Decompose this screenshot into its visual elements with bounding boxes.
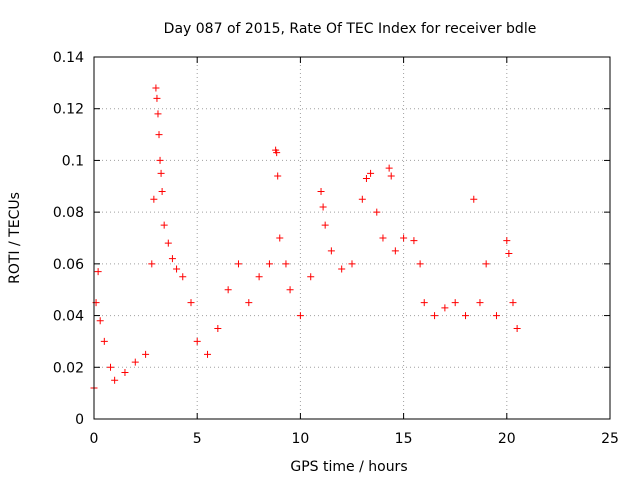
grid-lines xyxy=(94,57,610,419)
data-point xyxy=(387,172,395,180)
data-point xyxy=(150,195,158,203)
data-point xyxy=(131,358,139,366)
data-point xyxy=(234,260,242,268)
data-point xyxy=(121,368,129,376)
data-point xyxy=(492,312,500,320)
data-point xyxy=(173,265,181,273)
data-point xyxy=(503,237,511,245)
data-point xyxy=(96,317,104,325)
data-point xyxy=(152,84,160,92)
y-tick-label: 0.04 xyxy=(53,309,84,325)
data-point xyxy=(100,337,108,345)
y-tick-label: 0.02 xyxy=(53,360,84,376)
data-point xyxy=(107,363,115,371)
x-axis-label: GPS time / hours xyxy=(290,459,407,475)
x-tick-label: 0 xyxy=(90,431,99,447)
data-point xyxy=(391,247,399,255)
data-point xyxy=(327,247,335,255)
data-point xyxy=(348,260,356,268)
data-point xyxy=(358,195,366,203)
data-point xyxy=(111,376,119,384)
data-point xyxy=(224,286,232,294)
x-tick-label: 5 xyxy=(193,431,202,447)
data-point xyxy=(148,260,156,268)
x-tick-labels: 0 5 10 15 20 25 xyxy=(90,431,619,447)
data-point xyxy=(441,304,449,312)
data-point xyxy=(505,250,513,258)
y-tick-label: 0.06 xyxy=(53,257,84,273)
data-point xyxy=(400,234,408,242)
data-point xyxy=(204,350,212,358)
data-point xyxy=(509,299,517,307)
data-point xyxy=(373,208,381,216)
data-point xyxy=(476,299,484,307)
data-point xyxy=(157,169,165,177)
data-point xyxy=(282,260,290,268)
data-point xyxy=(317,187,325,195)
data-point xyxy=(179,273,187,281)
data-point xyxy=(245,299,253,307)
data-point xyxy=(462,312,470,320)
data-point xyxy=(296,312,304,320)
x-tick-label: 25 xyxy=(601,431,619,447)
data-point xyxy=(362,175,370,183)
x-tick-label: 15 xyxy=(395,431,413,447)
data-point xyxy=(470,195,478,203)
data-point xyxy=(385,164,393,172)
y-tick-label: 0 xyxy=(75,412,84,428)
data-point xyxy=(274,172,282,180)
data-point xyxy=(214,325,222,332)
data-point xyxy=(410,237,418,245)
data-point xyxy=(158,187,166,195)
plot-frame xyxy=(93,56,611,420)
data-point xyxy=(255,273,263,281)
y-tick-label: 0.08 xyxy=(53,205,84,221)
data-point xyxy=(367,169,375,177)
data-point xyxy=(482,260,490,268)
data-point xyxy=(338,265,346,273)
y-tick-label: 0.1 xyxy=(62,153,84,169)
data-point xyxy=(420,299,428,307)
data-point xyxy=(321,221,329,229)
y-tick-label: 0.14 xyxy=(53,50,84,66)
data-point xyxy=(416,260,424,268)
data-point xyxy=(94,268,102,276)
data-point xyxy=(307,273,315,281)
data-point xyxy=(160,221,168,229)
x-tick-label: 10 xyxy=(291,431,309,447)
data-point xyxy=(265,260,273,268)
data-point xyxy=(154,110,162,118)
data-point xyxy=(142,350,150,358)
data-point xyxy=(155,131,163,139)
data-points xyxy=(90,84,521,392)
data-point xyxy=(164,239,172,247)
data-point xyxy=(276,234,284,242)
data-point xyxy=(513,325,521,332)
data-point xyxy=(379,234,387,242)
data-point xyxy=(273,149,281,157)
data-point xyxy=(451,299,459,307)
y-axis-label: ROTI / TECUs xyxy=(7,192,23,284)
y-tick-labels: 0 0.02 0.04 0.06 0.08 0.1 0.12 0.14 xyxy=(53,50,84,428)
x-tick-label: 20 xyxy=(498,431,516,447)
data-point xyxy=(431,312,439,320)
data-point xyxy=(319,203,327,211)
data-point xyxy=(286,286,294,294)
data-point xyxy=(168,255,176,263)
data-point xyxy=(187,299,195,307)
chart-title: Day 087 of 2015, Rate Of TEC Index for r… xyxy=(164,21,537,37)
axis-ticks xyxy=(93,56,611,420)
data-point xyxy=(193,337,201,345)
data-point xyxy=(153,94,161,102)
y-tick-label: 0.12 xyxy=(53,102,84,118)
data-point xyxy=(156,156,164,164)
